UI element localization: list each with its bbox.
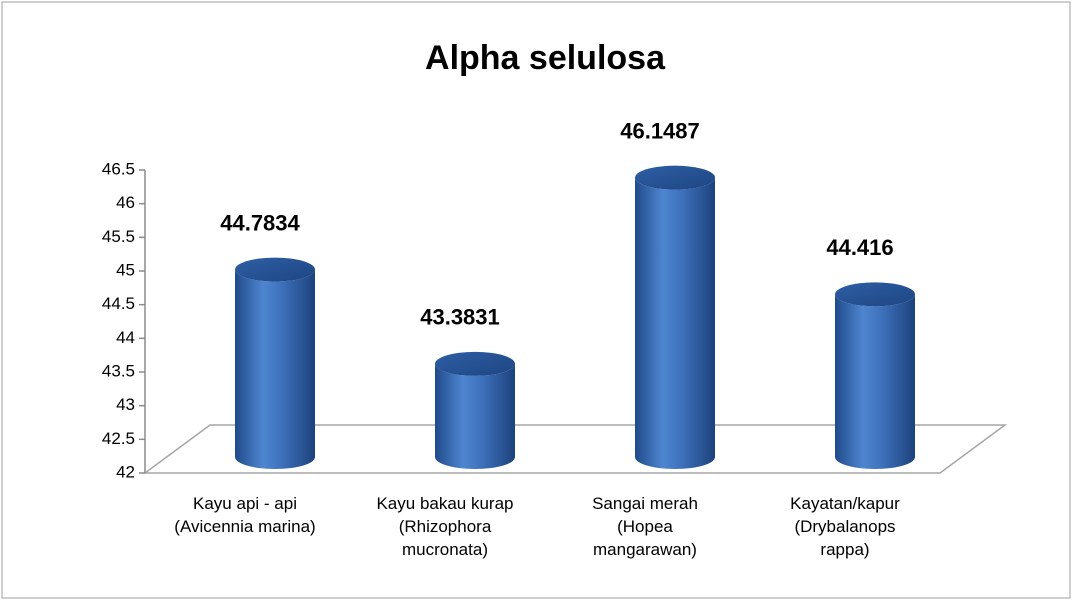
- data-label: 46.1487: [620, 118, 700, 143]
- bar: [635, 177, 715, 469]
- y-tick-label: 44.5: [102, 294, 135, 313]
- x-tick-label: Kayu bakau kurap (Rhizophora mucronata): [376, 494, 514, 559]
- y-tick-label: 46.5: [102, 159, 135, 178]
- bar: [835, 294, 915, 469]
- y-tick-label: 45.5: [102, 227, 135, 246]
- x-tick-label: Kayu api - api (Avicennia marina): [174, 494, 316, 536]
- x-tick-label: Sangai merah (Hopea mangarawan): [592, 494, 698, 559]
- chart-title: Alpha selulosa: [425, 39, 666, 77]
- bar-top: [835, 282, 915, 307]
- x-tick-label: Kayatan/kapur (Drybalanops rappa): [790, 494, 900, 559]
- y-tick-label: 45: [116, 260, 135, 279]
- y-tick-label: 43.5: [102, 361, 135, 380]
- y-tick-label: 42: [116, 462, 135, 481]
- y-tick-label: 46: [116, 193, 135, 212]
- floor: [142, 424, 1008, 474]
- data-label: 44.7834: [220, 210, 300, 235]
- y-tick-label: 42.5: [102, 429, 135, 448]
- y-tick-label: 43: [116, 395, 135, 414]
- bar-top: [435, 351, 515, 376]
- data-label: 43.3831: [420, 305, 500, 330]
- bar: [235, 269, 315, 469]
- y-tick-label: 44: [116, 328, 135, 347]
- bar-top: [235, 257, 315, 282]
- bar-top: [635, 165, 715, 190]
- bar: [435, 363, 515, 469]
- data-label: 44.416: [826, 235, 893, 260]
